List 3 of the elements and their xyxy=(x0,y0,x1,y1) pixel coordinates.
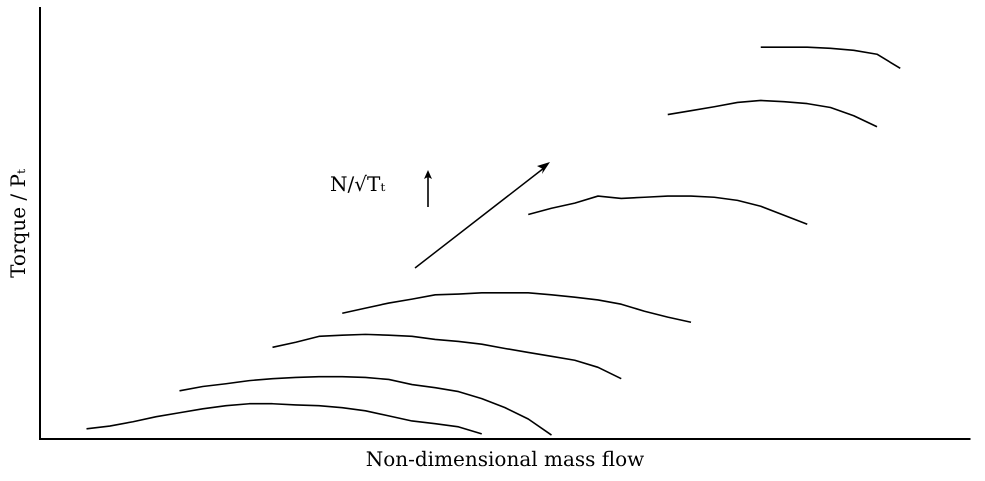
y-axis-title: Torque / Pₜ xyxy=(6,169,30,278)
annotation: N/√Tₜ xyxy=(330,172,386,196)
x-axis-title: Non-dimensional mass flow xyxy=(366,447,644,472)
